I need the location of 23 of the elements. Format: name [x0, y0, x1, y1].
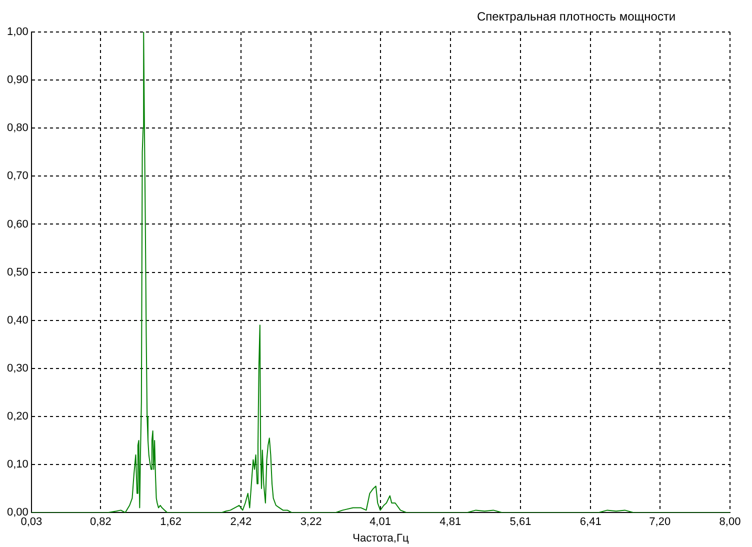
- chart-title: Спектральная плотность мощности: [476, 9, 676, 24]
- x-tick-label: 6,41: [580, 516, 602, 528]
- x-tick-label: 5,61: [510, 516, 532, 528]
- y-tick-label: 0,30: [6, 362, 28, 374]
- y-tick-label: 0,10: [6, 458, 28, 471]
- y-tick-label: 0,40: [6, 314, 28, 326]
- x-tick-label: 8,00: [719, 516, 741, 528]
- y-tick-label: 0,70: [6, 170, 28, 182]
- y-tick-label: 0,50: [6, 266, 28, 278]
- x-tick-label: 0,03: [20, 516, 42, 528]
- y-tick-label: 1,00: [6, 26, 28, 38]
- x-tick-label: 7,20: [649, 516, 671, 528]
- x-tick-label: 1,62: [160, 516, 182, 528]
- y-tick-label: 0,60: [6, 218, 28, 230]
- y-tick-label: 0,20: [6, 410, 28, 423]
- x-axis-title: Частота,Гц: [352, 532, 410, 544]
- y-tick-label: 0,90: [6, 74, 28, 86]
- x-tick-label: 2,42: [230, 516, 252, 528]
- x-tick-label: 4,01: [370, 516, 391, 528]
- x-tick-label: 3,22: [300, 516, 322, 528]
- y-tick-label: 0,80: [6, 122, 28, 134]
- x-tick-label: 4,81: [440, 516, 462, 528]
- x-tick-label: 0,82: [90, 516, 112, 528]
